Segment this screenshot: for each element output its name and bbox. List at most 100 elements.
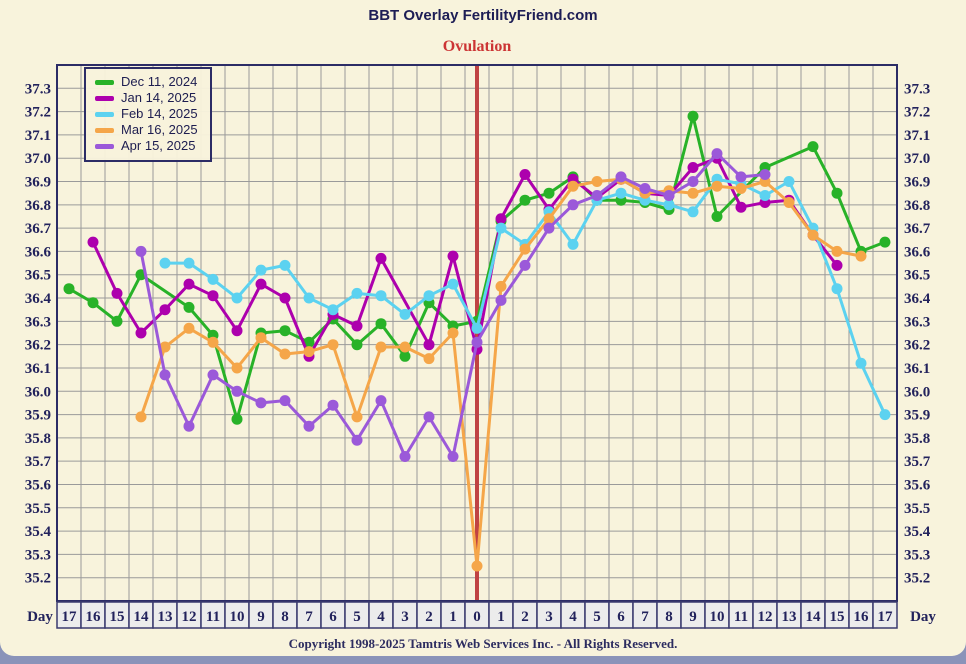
data-point (279, 325, 291, 337)
day-cell (704, 601, 730, 629)
y-axis-label-left: 36.4 (25, 291, 52, 307)
y-axis-label-left: 35.6 (25, 477, 52, 493)
legend-swatch (95, 79, 114, 85)
day-cell-label: 11 (206, 609, 220, 625)
legend-item: Dec 11, 2024 (95, 74, 198, 90)
data-point (159, 304, 171, 316)
y-axis-label-right: 37.3 (904, 81, 930, 97)
data-point (303, 346, 315, 358)
data-point (207, 290, 219, 302)
day-cell-label: 0 (473, 609, 481, 625)
data-point (783, 176, 795, 187)
data-point (831, 187, 843, 199)
day-cell-label: 6 (617, 609, 625, 625)
y-axis-label-right: 36.8 (904, 198, 930, 214)
day-cell (848, 601, 874, 629)
data-point (399, 308, 411, 320)
data-point (447, 451, 459, 462)
y-axis-label-right: 35.5 (904, 501, 930, 517)
day-cell-label: 2 (425, 609, 433, 625)
y-axis-label-left: 36.1 (25, 361, 51, 377)
data-point (687, 176, 699, 187)
data-point (231, 362, 243, 374)
day-cell-label: 17 (878, 609, 894, 625)
day-cell-label: 13 (158, 609, 173, 625)
day-cell (344, 601, 370, 629)
day-cell-label: 14 (806, 609, 822, 625)
legend-swatch (95, 95, 114, 101)
data-point (615, 171, 627, 183)
data-point (87, 297, 99, 309)
data-point (111, 287, 123, 299)
day-cell (608, 601, 634, 629)
day-cell (176, 601, 202, 629)
data-point (351, 434, 363, 446)
legend-item: Apr 15, 2025 (95, 138, 198, 154)
legend-label: Apr 15, 2025 (121, 138, 196, 153)
data-point (687, 162, 699, 173)
data-point (543, 222, 555, 234)
data-point (375, 290, 387, 302)
data-point (519, 169, 531, 180)
y-axis-label-right: 36.1 (904, 361, 930, 377)
day-cell-label: 17 (62, 609, 78, 625)
day-cell-label: 1 (449, 609, 457, 625)
y-axis-label-right: 36.3 (904, 314, 930, 330)
data-point (735, 183, 747, 194)
data-point (207, 369, 219, 381)
data-point (255, 397, 267, 409)
day-cell (80, 601, 106, 629)
data-point (135, 327, 147, 339)
data-point (711, 180, 723, 192)
legend-label: Jan 14, 2025 (121, 90, 197, 105)
day-cell (488, 601, 514, 629)
data-point (279, 292, 291, 304)
data-point (495, 222, 507, 234)
data-point (687, 110, 699, 122)
data-point (351, 287, 363, 299)
data-point (759, 169, 771, 180)
series-line (68, 114, 886, 421)
data-point (351, 411, 363, 423)
data-point (327, 399, 339, 411)
data-point (567, 180, 579, 192)
y-axis-label-left: 36.5 (25, 268, 51, 284)
data-point (255, 332, 267, 344)
data-point (183, 322, 195, 334)
data-point (831, 283, 843, 295)
day-axis-label-left: Day (27, 609, 53, 625)
data-point (231, 413, 243, 425)
data-point (759, 190, 771, 201)
day-cell (872, 601, 898, 629)
day-cell-label: 1 (497, 609, 505, 625)
data-point (399, 341, 411, 353)
data-point (519, 194, 531, 206)
bbt-overlay-chart: 37.3 37.3 37.2 37.2 37.1 37.1 37.0 37.0 36.9 36.9… (25, 64, 936, 629)
data-point (159, 341, 171, 353)
data-point (807, 229, 819, 241)
y-axis-label-left: 36.7 (25, 221, 52, 237)
y-axis-label-left: 36.2 (25, 338, 51, 354)
day-axis-label-right: Day (910, 609, 936, 625)
data-point (423, 339, 435, 351)
data-point (327, 304, 339, 316)
data-point (183, 257, 195, 269)
data-point (783, 197, 795, 208)
day-cell-label: 14 (134, 609, 150, 625)
plot-border (56, 64, 898, 602)
data-point (447, 278, 459, 290)
day-cell (128, 601, 154, 629)
y-axis-label-right: 35.2 (904, 571, 930, 587)
day-cell (464, 601, 490, 629)
data-point (639, 183, 651, 194)
y-axis-label-right: 37.2 (904, 105, 930, 121)
day-cell-label: 15 (830, 609, 845, 625)
day-cell-label: 3 (401, 609, 409, 625)
data-point (591, 190, 603, 201)
data-point (375, 341, 387, 353)
day-cell-label: 11 (734, 609, 748, 625)
y-axis-label-left: 35.9 (25, 408, 51, 424)
data-point (183, 278, 195, 290)
legend-swatch (95, 111, 114, 117)
data-point (279, 395, 291, 407)
